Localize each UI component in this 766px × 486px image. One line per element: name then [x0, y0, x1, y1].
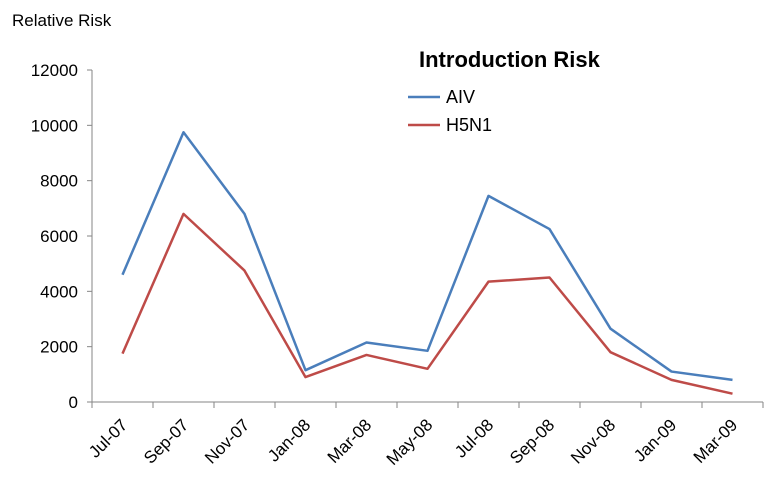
x-tick-label: Jul-07: [85, 415, 131, 461]
x-ticks: Jul-07 Sep-07 Nov-07 Jan-08 Mar-08 May-08 Jul-…: [85, 402, 764, 469]
x-tick-label: Nov-07: [201, 415, 253, 467]
legend-label-h5n1: H5N1: [446, 115, 492, 135]
x-tick-label: Jul-08: [451, 415, 497, 461]
y-ticks: 0 2000 4000 6000 8000 10000 12000: [31, 61, 92, 412]
x-tick-label: Jan-08: [264, 415, 314, 465]
series-lines: [121, 131, 733, 395]
legend-label-aiv: AIV: [446, 87, 475, 107]
y-tick-label: 10000: [31, 116, 78, 135]
series-line-h5n1: [121, 212, 733, 395]
y-tick-label: 0: [69, 393, 78, 412]
y-tick-label: 6000: [40, 227, 78, 246]
x-tick-label: Sep-08: [506, 415, 558, 467]
x-tick-label: Mar-08: [324, 415, 376, 467]
x-tick-label: Mar-09: [690, 415, 742, 467]
series-line-aiv: [121, 131, 733, 382]
axes: [91, 70, 763, 403]
x-tick-label: May-08: [383, 415, 437, 469]
x-tick-label: Sep-07: [140, 415, 192, 467]
y-tick-label: 4000: [40, 282, 78, 301]
y-tick-label: 2000: [40, 338, 78, 357]
y-tick-label: 8000: [40, 172, 78, 191]
legend: AIV H5N1: [408, 87, 492, 135]
x-tick-label: Nov-08: [567, 415, 619, 467]
y-axis-label: Relative Risk: [12, 11, 112, 30]
y-tick-label: 12000: [31, 61, 78, 80]
x-tick-label: Jan-09: [630, 415, 680, 465]
chart-title: Introduction Risk: [419, 47, 601, 72]
